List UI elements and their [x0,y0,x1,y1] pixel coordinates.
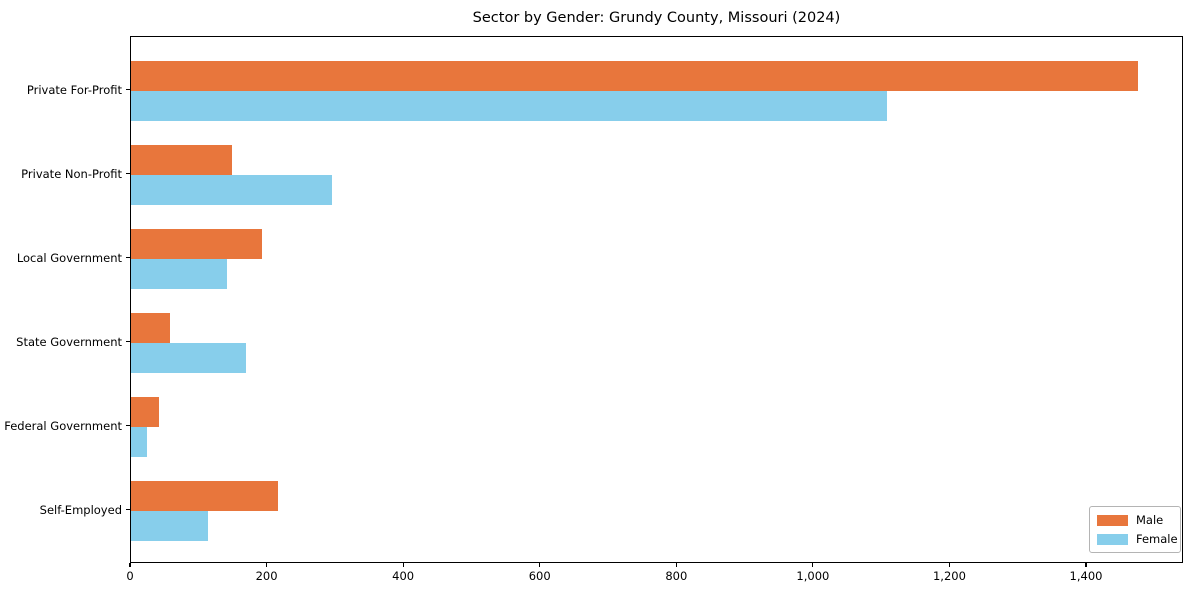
x-tick-label: 1,400 [1069,569,1103,583]
x-tick-mark [675,563,677,567]
x-tick-label: 800 [665,569,688,583]
y-tick-mark [125,88,130,91]
x-tick-label: 1,000 [796,569,830,583]
bar-male-0 [131,60,1139,91]
bar-male-1 [131,144,233,175]
legend: Male Female [1089,506,1181,553]
x-tick-mark [129,563,131,567]
bar-female-5 [131,510,209,541]
bar-female-4 [131,426,148,457]
x-tick-mark [812,563,814,567]
legend-item-male: Male [1097,513,1172,527]
y-tick-mark [125,256,130,259]
y-tick-mark [125,424,130,427]
plot-area [130,36,1183,563]
bar-female-2 [131,258,227,289]
bar-male-3 [131,312,170,343]
x-tick-mark [265,563,268,567]
x-tick-label: 200 [255,569,278,583]
y-tick-label: Local Government [16,250,122,265]
x-tick-mark [402,563,404,567]
y-tick-label: Private Non-Profit [21,166,122,181]
x-tick-label: 600 [528,569,551,583]
bar-male-5 [131,480,278,511]
y-tick-label: State Government [16,334,122,349]
y-tick-mark [125,172,130,175]
bar-female-3 [131,342,246,373]
legend-swatch-male [1097,514,1128,526]
y-tick-label: Federal Government [4,418,122,433]
legend-item-female: Female [1097,532,1178,546]
bar-female-1 [131,174,333,205]
x-tick-label: 1,200 [932,569,966,583]
x-tick-label: 400 [392,569,415,583]
bar-female-0 [131,90,887,121]
chart-title: Sector by Gender: Grundy County, Missour… [472,10,841,26]
x-tick-label: 0 [126,569,134,583]
bar-male-4 [131,396,159,427]
legend-label: Female [1136,532,1178,546]
legend-swatch-female [1097,533,1128,545]
y-tick-mark [125,508,130,511]
y-tick-label: Self-Employed [39,502,122,517]
bar-male-2 [131,228,263,259]
x-tick-mark [1085,563,1087,567]
legend-label: Male [1136,513,1164,527]
x-tick-mark [948,563,951,567]
y-tick-mark [125,340,130,343]
x-tick-mark [539,563,541,567]
y-tick-label: Private For-Profit [26,82,122,97]
